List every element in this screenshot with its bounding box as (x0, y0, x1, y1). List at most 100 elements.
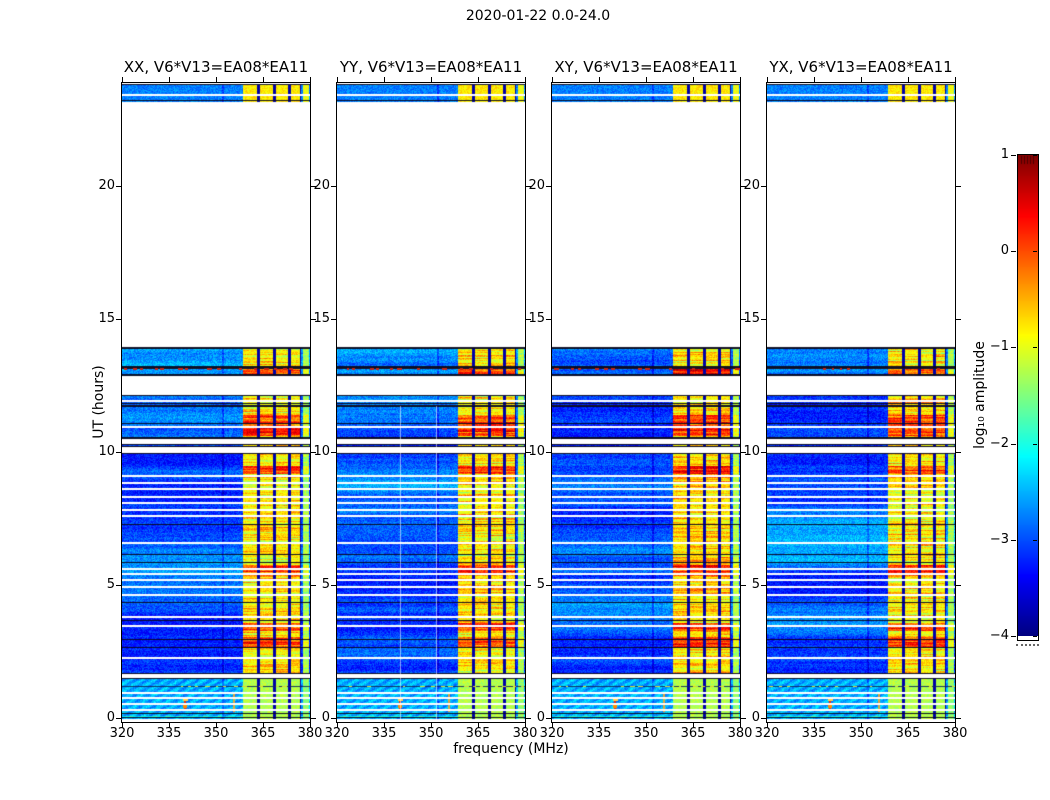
x-tick-mark (908, 723, 909, 728)
y-tick-mark (546, 718, 551, 719)
x-tick-label: 350 (418, 726, 444, 741)
x-tick-mark (478, 77, 479, 82)
x-tick-mark (599, 723, 600, 728)
x-tick-mark (310, 723, 311, 728)
x-tick-label: 335 (371, 726, 397, 741)
x-tick-mark (169, 77, 170, 82)
y-tick-mark (116, 718, 121, 719)
y-tick-label: 5 (321, 577, 330, 592)
y-tick-label: 0 (751, 710, 760, 725)
y-tick-mark (116, 319, 121, 320)
x-tick-mark (693, 723, 694, 728)
y-tick-label: 10 (313, 444, 330, 459)
x-tick-mark (337, 77, 338, 82)
y-tick-label: 20 (313, 178, 330, 193)
x-tick-label: 365 (895, 726, 921, 741)
x-tick-mark (478, 723, 479, 728)
y-tick-mark (546, 319, 551, 320)
y-tick-mark (331, 585, 336, 586)
y-tick-mark (956, 585, 961, 586)
y-tick-label: 5 (536, 577, 545, 592)
x-tick-label: 335 (801, 726, 827, 741)
y-tick-label: 0 (106, 710, 115, 725)
x-tick-mark (525, 77, 526, 82)
x-axis-label: frequency (MHz) (453, 741, 569, 757)
x-tick-mark (525, 723, 526, 728)
x-tick-mark (384, 77, 385, 82)
x-tick-label: 320 (109, 726, 135, 741)
x-tick-mark (263, 723, 264, 728)
x-tick-mark (767, 77, 768, 82)
spectrogram-panel-XY (551, 82, 741, 723)
x-tick-mark (767, 723, 768, 728)
colorbar-tick-mark (1011, 251, 1016, 252)
y-tick-mark (761, 319, 766, 320)
x-tick-mark (337, 723, 338, 728)
colorbar-tick-mark (1011, 444, 1016, 445)
y-tick-mark (116, 452, 121, 453)
y-tick-label: 10 (98, 444, 115, 459)
x-tick-label: 335 (586, 726, 612, 741)
spectrogram-panel-XX (121, 82, 311, 723)
x-tick-label: 350 (203, 726, 229, 741)
colorbar-tick-label: 0 (1000, 243, 1009, 258)
y-tick-mark (956, 452, 961, 453)
panel-title: YX, V6*V13=EA08*EA11 (769, 58, 953, 76)
y-tick-mark (311, 319, 316, 320)
colorbar-tick-mark (1011, 347, 1016, 348)
y-tick-mark (311, 718, 316, 719)
y-tick-mark (741, 452, 746, 453)
y-tick-mark (331, 452, 336, 453)
y-tick-label: 0 (321, 710, 330, 725)
y-tick-mark (761, 718, 766, 719)
y-tick-mark (116, 186, 121, 187)
y-tick-mark (741, 585, 746, 586)
colorbar-tick-mark (1011, 155, 1016, 156)
y-tick-label: 15 (98, 311, 115, 326)
x-tick-label: 350 (633, 726, 659, 741)
y-tick-label: 15 (528, 311, 545, 326)
colorbar-tick-label: 1 (1000, 147, 1009, 162)
spectrogram-panel-YX (766, 82, 956, 723)
y-tick-mark (741, 186, 746, 187)
y-tick-mark (526, 319, 531, 320)
colorbar-tick-mark (1033, 251, 1037, 252)
y-tick-mark (546, 585, 551, 586)
figure-title: 2020-01-22 0.0-24.0 (465, 8, 611, 24)
y-tick-mark (761, 585, 766, 586)
x-tick-label: 365 (680, 726, 706, 741)
y-tick-mark (761, 452, 766, 453)
colorbar-tick-mark (1033, 155, 1037, 156)
y-tick-mark (526, 452, 531, 453)
x-tick-label: 380 (727, 726, 753, 741)
x-tick-mark (216, 77, 217, 82)
x-tick-mark (431, 723, 432, 728)
y-tick-mark (761, 186, 766, 187)
x-tick-mark (169, 723, 170, 728)
x-tick-mark (263, 77, 264, 82)
y-tick-mark (546, 186, 551, 187)
colorbar-tick-mark (1011, 540, 1016, 541)
spectrogram-panel-YY (336, 82, 526, 723)
colorbar-tick-label: −3 (989, 532, 1009, 547)
y-tick-label: 10 (528, 444, 545, 459)
colorbar-label: log₁₀ amplitude (972, 341, 988, 449)
x-tick-mark (646, 77, 647, 82)
x-tick-mark (552, 77, 553, 82)
y-tick-mark (956, 186, 961, 187)
y-tick-mark (311, 585, 316, 586)
panel-title: XY, V6*V13=EA08*EA11 (554, 58, 738, 76)
x-tick-mark (431, 77, 432, 82)
x-tick-label: 380 (512, 726, 538, 741)
colorbar (1017, 154, 1039, 641)
x-tick-mark (122, 77, 123, 82)
y-tick-mark (741, 718, 746, 719)
y-tick-mark (546, 452, 551, 453)
x-tick-label: 365 (465, 726, 491, 741)
x-tick-mark (599, 77, 600, 82)
y-tick-label: 15 (743, 311, 760, 326)
x-tick-label: 320 (324, 726, 350, 741)
y-tick-mark (331, 186, 336, 187)
y-tick-mark (526, 585, 531, 586)
